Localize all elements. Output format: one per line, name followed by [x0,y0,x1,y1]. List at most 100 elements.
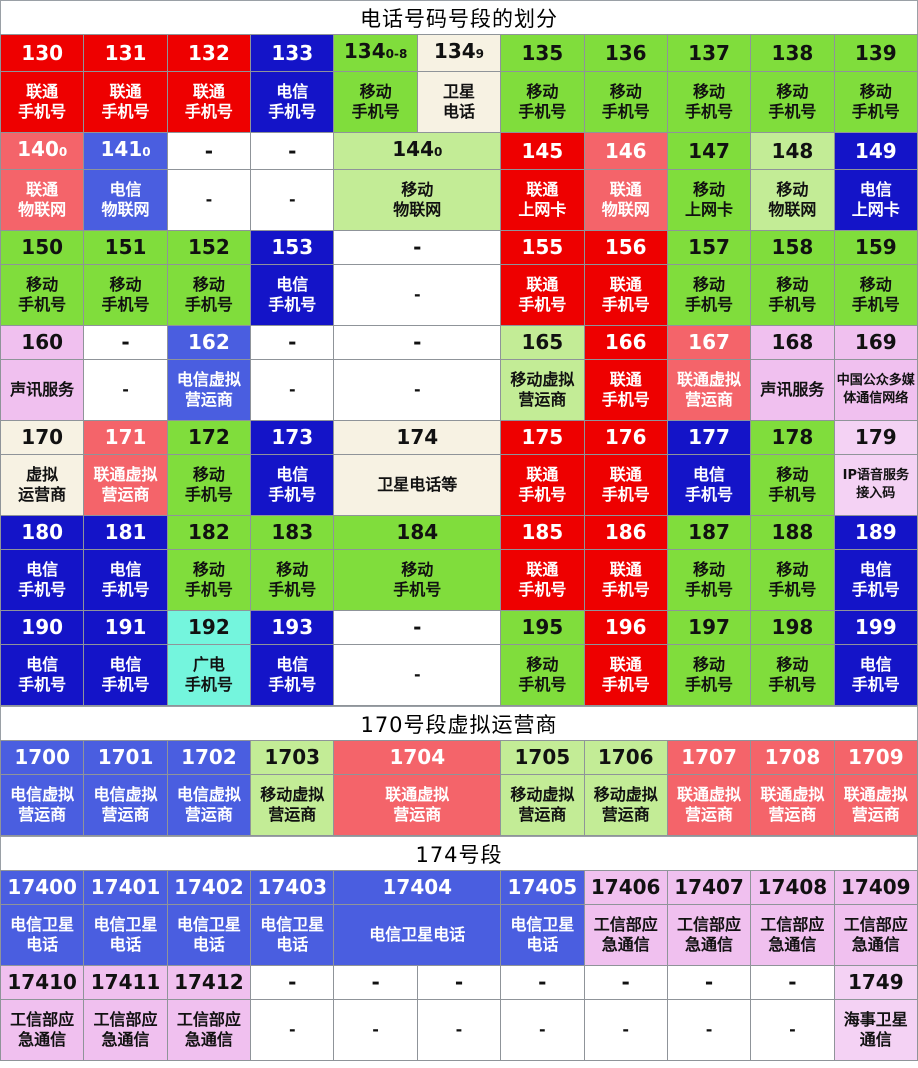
prefix-number[interactable]: 183 [250,515,335,550]
prefix-label[interactable]: 联通 手机号 [583,549,668,611]
prefix-number-empty[interactable]: - [166,132,252,170]
prefix-number[interactable]: 1703 [250,740,335,775]
prefix-number[interactable]: 17400 [0,870,85,905]
prefix-label[interactable]: 联通虚拟 营运商 [666,359,752,421]
prefix-number[interactable]: 1705 [500,740,585,775]
prefix-number[interactable]: 1440 [333,132,502,170]
prefix-label[interactable]: 声讯服务 [750,359,835,421]
prefix-number[interactable]: 198 [750,610,835,645]
prefix-number[interactable]: 17404 [333,870,502,905]
prefix-number[interactable]: 138 [750,34,835,72]
prefix-label[interactable]: 工信部应 急通信 [833,904,918,966]
prefix-number-empty[interactable]: - [750,965,835,1000]
prefix-number[interactable]: 17401 [83,870,168,905]
prefix-label[interactable]: 移动 手机号 [750,264,835,326]
prefix-label-empty[interactable]: - [500,999,585,1061]
prefix-number[interactable]: 1706 [583,740,668,775]
prefix-label[interactable]: 移动 手机号 [666,71,752,133]
prefix-label[interactable]: 联通 手机号 [583,359,668,421]
prefix-label[interactable]: 移动虚拟 营运商 [500,359,585,421]
prefix-number[interactable]: 179 [833,420,918,455]
prefix-label[interactable]: 电信卫星电话 [83,904,168,966]
prefix-number[interactable]: 150 [0,230,85,265]
prefix-number[interactable]: 190 [0,610,85,645]
prefix-label[interactable]: 电信 上网卡 [833,169,918,231]
prefix-label-empty[interactable]: - [250,999,335,1061]
prefix-number[interactable]: 1749 [833,965,918,1000]
prefix-label[interactable]: 电信虚拟 营运商 [166,359,252,421]
prefix-label[interactable]: 移动 物联网 [333,169,502,231]
prefix-label[interactable]: 电信 手机号 [250,71,335,133]
prefix-number[interactable]: 193 [250,610,335,645]
prefix-label[interactable]: 联通虚拟 营运商 [666,774,752,836]
prefix-number[interactable]: 1708 [750,740,835,775]
prefix-label[interactable]: 电信卫星电话 [333,904,502,966]
prefix-number[interactable]: 1704 [333,740,502,775]
prefix-number[interactable]: 139 [833,34,918,72]
prefix-number-empty[interactable]: - [333,965,418,1000]
prefix-label[interactable]: 联通 物联网 [0,169,85,231]
prefix-label-empty[interactable]: - [333,644,502,706]
prefix-number[interactable]: 17408 [750,870,835,905]
prefix-number[interactable]: 1349 [416,34,502,72]
prefix-label-empty[interactable]: - [250,359,335,421]
prefix-label[interactable]: IP语音服务 接入码 [833,454,918,516]
prefix-number[interactable]: 162 [166,325,252,360]
prefix-number[interactable]: 17402 [166,870,252,905]
prefix-label[interactable]: 移动 手机号 [166,264,252,326]
prefix-number[interactable]: 160 [0,325,85,360]
prefix-label[interactable]: 移动 手机号 [0,264,85,326]
prefix-number[interactable]: 197 [666,610,752,645]
prefix-number[interactable]: 173 [250,420,335,455]
prefix-number[interactable]: 155 [500,230,585,265]
prefix-label[interactable]: 电信卫星电话 [500,904,585,966]
prefix-label[interactable]: 海事卫星 通信 [833,999,918,1061]
prefix-number-empty[interactable]: - [416,965,502,1000]
prefix-label[interactable]: 电信 手机号 [250,644,335,706]
prefix-label[interactable]: 联通 手机号 [583,264,668,326]
prefix-number[interactable]: 199 [833,610,918,645]
prefix-number[interactable]: 195 [500,610,585,645]
prefix-number[interactable]: 1340-8 [333,34,418,72]
prefix-label[interactable]: 联通 手机号 [83,71,168,133]
prefix-label[interactable]: 联通虚拟 营运商 [333,774,502,836]
prefix-label[interactable]: 电信 手机号 [83,644,168,706]
prefix-number[interactable]: 177 [666,420,752,455]
prefix-number[interactable]: 174 [333,420,502,455]
prefix-number-empty[interactable]: - [250,965,335,1000]
prefix-number[interactable]: 1700 [0,740,85,775]
prefix-label[interactable]: 移动 上网卡 [666,169,752,231]
prefix-number[interactable]: 166 [583,325,668,360]
prefix-label-empty[interactable]: - [416,999,502,1061]
prefix-label[interactable]: 中国公众多媒 体通信网络 [833,359,918,421]
prefix-label[interactable]: 移动 物联网 [750,169,835,231]
prefix-number-empty[interactable]: - [583,965,668,1000]
prefix-number[interactable]: 186 [583,515,668,550]
prefix-label[interactable]: 移动 手机号 [750,549,835,611]
prefix-label[interactable]: 移动 手机号 [833,71,918,133]
prefix-label[interactable]: 声讯服务 [0,359,85,421]
prefix-number[interactable]: 188 [750,515,835,550]
prefix-label[interactable]: 卫星 电话 [416,71,502,133]
prefix-label[interactable]: 电信 物联网 [83,169,168,231]
prefix-label[interactable]: 联通 手机号 [0,71,85,133]
prefix-number-empty[interactable]: - [250,132,335,170]
prefix-label[interactable]: 移动虚拟 营运商 [500,774,585,836]
prefix-label[interactable]: 移动 手机号 [333,71,418,133]
prefix-label[interactable]: 联通虚拟 营运商 [750,774,835,836]
prefix-number[interactable]: 148 [750,132,835,170]
prefix-label[interactable]: 移动 手机号 [83,264,168,326]
prefix-number[interactable]: 145 [500,132,585,170]
prefix-number[interactable]: 137 [666,34,752,72]
prefix-label[interactable]: 移动 手机号 [166,454,252,516]
prefix-label[interactable]: 广电 手机号 [166,644,252,706]
prefix-label[interactable]: 电信 手机号 [0,549,85,611]
prefix-number-empty[interactable]: - [333,325,502,360]
prefix-label[interactable]: 电信 手机号 [833,549,918,611]
prefix-number[interactable]: 156 [583,230,668,265]
prefix-label-empty[interactable]: - [583,999,668,1061]
prefix-number[interactable]: 17406 [583,870,668,905]
prefix-label[interactable]: 联通 物联网 [583,169,668,231]
prefix-label-empty[interactable]: - [333,999,418,1061]
prefix-label[interactable]: 联通 手机号 [500,549,585,611]
